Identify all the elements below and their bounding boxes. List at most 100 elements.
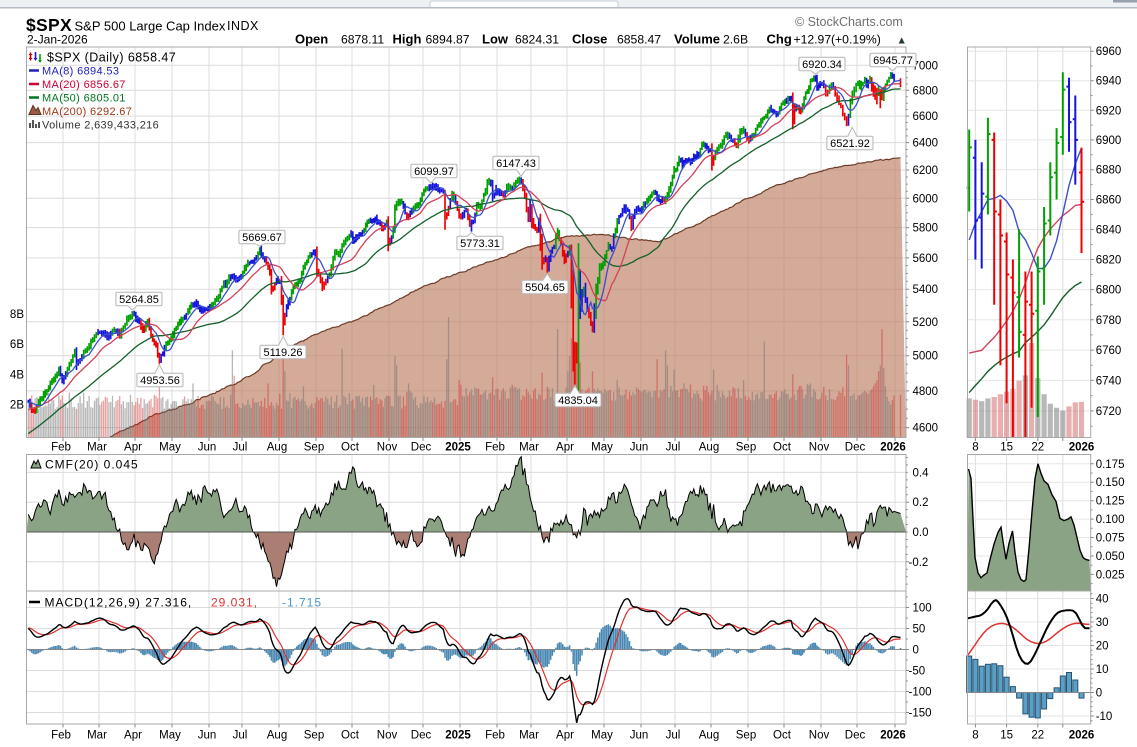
svg-text:Nov: Nov bbox=[377, 442, 398, 454]
svg-text:6800: 6800 bbox=[1096, 285, 1122, 297]
svg-text:$SPX: $SPX bbox=[26, 15, 72, 35]
svg-text:Feb: Feb bbox=[51, 730, 71, 742]
svg-text:Dec: Dec bbox=[411, 442, 432, 454]
svg-text:Apr: Apr bbox=[124, 730, 142, 742]
svg-text:MACD(12,26,9) 27.316,: MACD(12,26,9) 27.316, bbox=[45, 596, 193, 610]
svg-text:8: 8 bbox=[972, 730, 978, 742]
svg-text:30: 30 bbox=[1096, 617, 1109, 629]
svg-text:6521.92: 6521.92 bbox=[830, 138, 870, 150]
svg-text:0.150: 0.150 bbox=[1096, 477, 1125, 489]
svg-text:5200: 5200 bbox=[913, 317, 939, 329]
svg-text:May: May bbox=[159, 730, 181, 742]
svg-text:Jun: Jun bbox=[630, 442, 649, 454]
svg-text:Jul: Jul bbox=[233, 730, 248, 742]
svg-text:Mar: Mar bbox=[87, 730, 107, 742]
svg-text:Oct: Oct bbox=[341, 730, 360, 742]
svg-text:Mar: Mar bbox=[519, 442, 539, 454]
svg-text:6940: 6940 bbox=[1096, 76, 1122, 88]
svg-text:Oct: Oct bbox=[341, 442, 360, 454]
svg-text:Nov: Nov bbox=[809, 442, 830, 454]
svg-text:6600: 6600 bbox=[913, 111, 939, 123]
svg-text:6099.97: 6099.97 bbox=[414, 166, 454, 178]
svg-text:Nov: Nov bbox=[809, 730, 830, 742]
svg-text:Mar: Mar bbox=[519, 730, 539, 742]
svg-text:Jul: Jul bbox=[666, 730, 681, 742]
svg-text:6820: 6820 bbox=[1096, 255, 1122, 267]
svg-text:Apr: Apr bbox=[556, 730, 574, 742]
svg-text:7000: 7000 bbox=[913, 60, 939, 72]
svg-text:4835.04: 4835.04 bbox=[558, 395, 598, 407]
svg-text:2-Jan-2026: 2-Jan-2026 bbox=[27, 33, 88, 47]
svg-text:6945.77: 6945.77 bbox=[873, 55, 913, 67]
svg-text:6860: 6860 bbox=[1096, 195, 1122, 207]
svg-text:6880: 6880 bbox=[1096, 165, 1122, 177]
svg-text:Sep: Sep bbox=[304, 442, 324, 454]
svg-text:0: 0 bbox=[1096, 688, 1102, 700]
svg-text:6780: 6780 bbox=[1096, 315, 1122, 327]
svg-text:22: 22 bbox=[1031, 730, 1044, 742]
svg-text:MA(200) 6292.67: MA(200) 6292.67 bbox=[42, 106, 132, 118]
svg-text:5773.31: 5773.31 bbox=[460, 238, 500, 250]
svg-text:Oct: Oct bbox=[773, 442, 792, 454]
svg-text:-10: -10 bbox=[1096, 711, 1113, 723]
svg-text:Aug: Aug bbox=[699, 730, 719, 742]
svg-text:S&P 500 Large Cap Index: S&P 500 Large Cap Index bbox=[75, 19, 226, 34]
svg-text:6740: 6740 bbox=[1096, 375, 1122, 387]
svg-text:Oct: Oct bbox=[773, 730, 792, 742]
svg-text:Nov: Nov bbox=[377, 730, 398, 742]
svg-text:6720: 6720 bbox=[1096, 406, 1122, 418]
svg-text:Sep: Sep bbox=[736, 442, 756, 454]
svg-text:0: 0 bbox=[913, 645, 919, 657]
svg-text:2025: 2025 bbox=[445, 442, 471, 454]
svg-text:22: 22 bbox=[1031, 442, 1044, 454]
svg-text:6200: 6200 bbox=[913, 165, 939, 177]
svg-text:5264.85: 5264.85 bbox=[119, 294, 159, 306]
svg-text:-100: -100 bbox=[909, 687, 932, 699]
svg-text:6900: 6900 bbox=[1096, 135, 1122, 147]
svg-text:Dec: Dec bbox=[411, 730, 432, 742]
svg-text:INDX: INDX bbox=[227, 19, 259, 33]
svg-text:6920.34: 6920.34 bbox=[802, 59, 842, 71]
svg-text:Jun: Jun bbox=[198, 442, 217, 454]
svg-text:4953.56: 4953.56 bbox=[140, 375, 180, 387]
svg-text:5600: 5600 bbox=[913, 253, 939, 265]
svg-text:2026: 2026 bbox=[1069, 442, 1095, 454]
svg-text:Sep: Sep bbox=[304, 730, 324, 742]
svg-text:Apr: Apr bbox=[124, 442, 142, 454]
svg-text:-0.2: -0.2 bbox=[909, 557, 929, 569]
svg-text:6800: 6800 bbox=[913, 85, 939, 97]
svg-text:MA(50) 6805.01: MA(50) 6805.01 bbox=[42, 93, 126, 105]
svg-text:6B: 6B bbox=[10, 339, 24, 351]
svg-text:20: 20 bbox=[1096, 641, 1109, 653]
svg-text:Jul: Jul bbox=[666, 442, 681, 454]
svg-text:0.100: 0.100 bbox=[1096, 514, 1125, 526]
svg-text:2026: 2026 bbox=[880, 442, 906, 454]
svg-text:Dec: Dec bbox=[845, 442, 866, 454]
svg-text:Aug: Aug bbox=[267, 730, 287, 742]
svg-text:2026: 2026 bbox=[880, 730, 906, 742]
svg-text:6840: 6840 bbox=[1096, 225, 1122, 237]
svg-text:Volume 2,639,433,216: Volume 2,639,433,216 bbox=[42, 120, 159, 132]
svg-text:6760: 6760 bbox=[1096, 345, 1122, 357]
svg-text:0.025: 0.025 bbox=[1096, 569, 1125, 581]
svg-text:2026: 2026 bbox=[1069, 730, 1095, 742]
svg-text:-1.715: -1.715 bbox=[282, 596, 322, 610]
svg-text:4600: 4600 bbox=[913, 423, 939, 435]
svg-text:May: May bbox=[591, 730, 613, 742]
svg-text:8B: 8B bbox=[10, 309, 24, 321]
svg-text:May: May bbox=[159, 442, 181, 454]
svg-text:Jun: Jun bbox=[630, 730, 649, 742]
svg-text:Feb: Feb bbox=[485, 442, 505, 454]
svg-text:-50: -50 bbox=[909, 666, 926, 678]
svg-text:50: 50 bbox=[913, 624, 926, 636]
svg-text:Feb: Feb bbox=[51, 442, 71, 454]
svg-text:Aug: Aug bbox=[699, 442, 719, 454]
svg-text:Apr: Apr bbox=[556, 442, 574, 454]
svg-text:5800: 5800 bbox=[913, 223, 939, 235]
svg-text:0.2: 0.2 bbox=[913, 497, 929, 509]
svg-text:10: 10 bbox=[1096, 664, 1109, 676]
svg-text:15: 15 bbox=[1000, 730, 1013, 742]
svg-text:5504.65: 5504.65 bbox=[525, 282, 565, 294]
svg-text:6147.43: 6147.43 bbox=[496, 158, 536, 170]
